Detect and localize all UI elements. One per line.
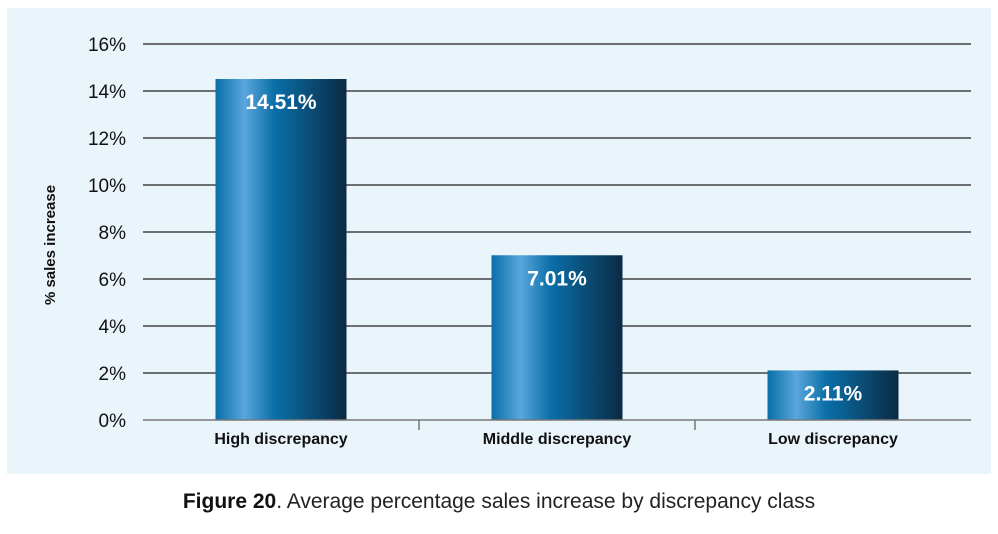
y-tick-label: 2% (99, 364, 127, 385)
y-tick-label: 4% (99, 317, 127, 338)
bar-data-label: 14.51% (245, 91, 317, 114)
x-category-label: Low discrepancy (768, 431, 898, 448)
figure-caption: Figure 20. Average percentage sales incr… (0, 490, 998, 514)
bar (491, 255, 623, 420)
bars: 14.51% 7.01% 2.11% (215, 79, 899, 420)
caption-text: . Average percentage sales increase by d… (276, 490, 816, 513)
x-category-label: High discrepancy (214, 431, 347, 448)
bar-data-label: 7.01% (527, 267, 587, 290)
y-axis-ticks: 0% 2% 4% 6% 8% 10% 12% 14% 16% (88, 35, 126, 432)
y-axis-label: % sales increase (42, 185, 59, 305)
y-tick-label: 8% (99, 223, 127, 244)
bar (215, 79, 347, 420)
x-axis (143, 419, 971, 430)
bar-chart: 0%2%4%6%8%10%12%14%16% 14.51%7.01%2.11% … (42, 35, 971, 448)
y-tick-label: 0% (99, 411, 127, 432)
figure-number: Figure 20 (182, 490, 277, 513)
category-labels: High discrepancy Middle discrepancy Low di… (214, 431, 898, 448)
bar-data-label: 2.11% (804, 382, 863, 405)
y-tick-label: 16% (88, 35, 126, 56)
y-tick-label: 6% (99, 270, 127, 291)
bar (767, 370, 899, 420)
y-tick-label: 14% (88, 82, 126, 103)
x-category-label: Middle discrepancy (483, 431, 632, 448)
y-tick-label: 10% (88, 176, 126, 197)
y-tick-label: 12% (88, 129, 126, 150)
